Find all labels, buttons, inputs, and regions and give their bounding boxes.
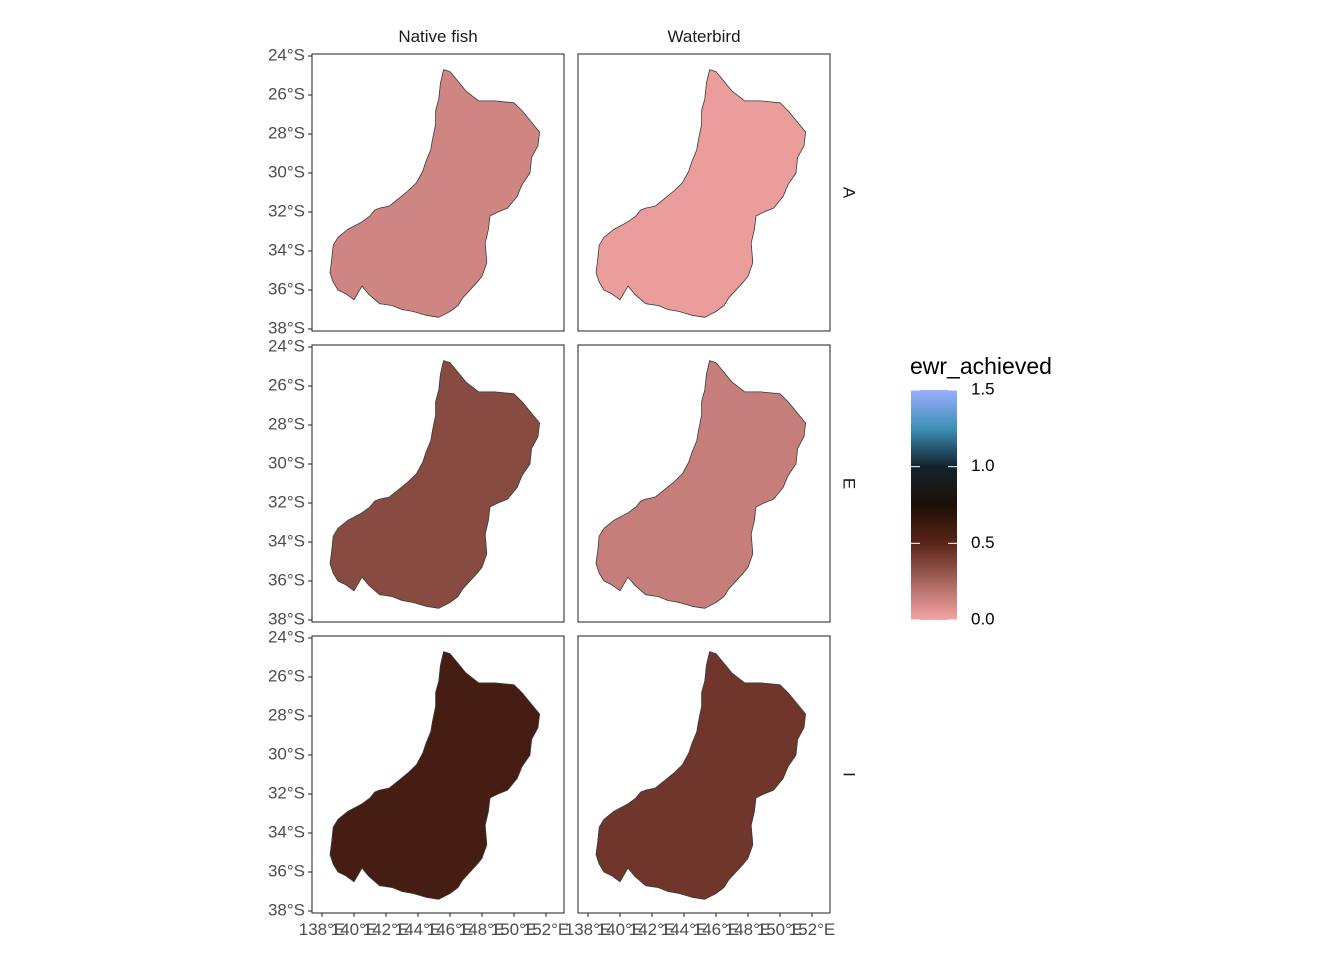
y-tick-label: 26°S: [268, 666, 305, 685]
legend-ticks: 0.0 0.5 1.0 1.5: [911, 379, 995, 628]
basin-region: [329, 651, 540, 900]
x-tick-label: 146°E: [693, 920, 740, 939]
y-tick-label: 38°S: [268, 318, 305, 337]
legend-break-label: 0.5: [971, 533, 995, 552]
basin-region: [329, 69, 540, 318]
column-strip-label: Waterbird: [667, 27, 740, 46]
map-panel-A-waterbird: [577, 53, 831, 332]
legend-break-label: 1.5: [971, 379, 995, 398]
y-tick-label: 24°S: [268, 336, 305, 355]
x-tick-label: 142°E: [629, 920, 676, 939]
y-tick-label: 34°S: [268, 822, 305, 841]
x-tick-label: 152°E: [789, 920, 836, 939]
y-tick-label: 36°S: [268, 861, 305, 880]
x-tick-label: 150°E: [491, 920, 538, 939]
x-tick-label: 152°E: [523, 920, 570, 939]
map-panel-I-waterbird: [577, 635, 831, 914]
x-axes: 138°E140°E142°E144°E146°E148°E150°E152°E…: [299, 913, 836, 939]
legend-colorbar: [911, 390, 957, 620]
y-tick-label: 26°S: [268, 375, 305, 394]
y-tick-label: 34°S: [268, 531, 305, 550]
y-tick-label: 34°S: [268, 240, 305, 259]
y-tick-label: 24°S: [268, 627, 305, 646]
y-tick-label: 30°S: [268, 453, 305, 472]
x-tick-label: 144°E: [395, 920, 442, 939]
y-tick-label: 30°S: [268, 162, 305, 181]
x-tick-label: 142°E: [363, 920, 410, 939]
y-axes: 24°S26°S28°S30°S32°S34°S36°S38°S24°S26°S…: [268, 45, 312, 919]
map-panels: [311, 53, 831, 914]
y-tick-label: 28°S: [268, 705, 305, 724]
y-tick-label: 26°S: [268, 84, 305, 103]
y-tick-label: 24°S: [268, 45, 305, 64]
row-strip-label: I: [840, 772, 859, 777]
x-tick-label: 138°E: [299, 920, 346, 939]
legend: ewr_achieved 0.0 0.5 1.0 1.5: [910, 353, 1052, 628]
row-strip-label: E: [840, 478, 859, 489]
map-panel-A-native-fish: [311, 53, 565, 332]
y-tick-label: 30°S: [268, 744, 305, 763]
legend-title: ewr_achieved: [910, 353, 1052, 379]
basin-region: [595, 651, 806, 900]
legend-break-label: 1.0: [971, 456, 995, 475]
row-strip-label: A: [840, 187, 859, 199]
y-tick-label: 38°S: [268, 900, 305, 919]
facet-strip-labels: Native fish Waterbird A E I: [398, 27, 858, 777]
x-tick-label: 138°E: [565, 920, 612, 939]
column-strip-label: Native fish: [398, 27, 477, 46]
map-panel-I-native-fish: [311, 635, 565, 914]
map-panel-E-waterbird: [577, 344, 831, 623]
legend-break-label: 0.0: [971, 609, 995, 628]
basin-region: [595, 360, 806, 609]
y-tick-label: 28°S: [268, 123, 305, 142]
y-tick-label: 32°S: [268, 201, 305, 220]
x-tick-label: 140°E: [331, 920, 378, 939]
y-tick-label: 32°S: [268, 783, 305, 802]
x-tick-label: 146°E: [427, 920, 474, 939]
x-tick-label: 140°E: [597, 920, 644, 939]
y-tick-label: 36°S: [268, 279, 305, 298]
y-tick-label: 28°S: [268, 414, 305, 433]
x-tick-label: 144°E: [661, 920, 708, 939]
x-tick-label: 148°E: [459, 920, 506, 939]
basin-region: [595, 69, 806, 318]
y-tick-label: 38°S: [268, 609, 305, 628]
y-tick-label: 36°S: [268, 570, 305, 589]
x-tick-label: 148°E: [725, 920, 772, 939]
map-panel-E-native-fish: [311, 344, 565, 623]
x-tick-label: 150°E: [757, 920, 804, 939]
y-tick-label: 32°S: [268, 492, 305, 511]
basin-region: [329, 360, 540, 609]
